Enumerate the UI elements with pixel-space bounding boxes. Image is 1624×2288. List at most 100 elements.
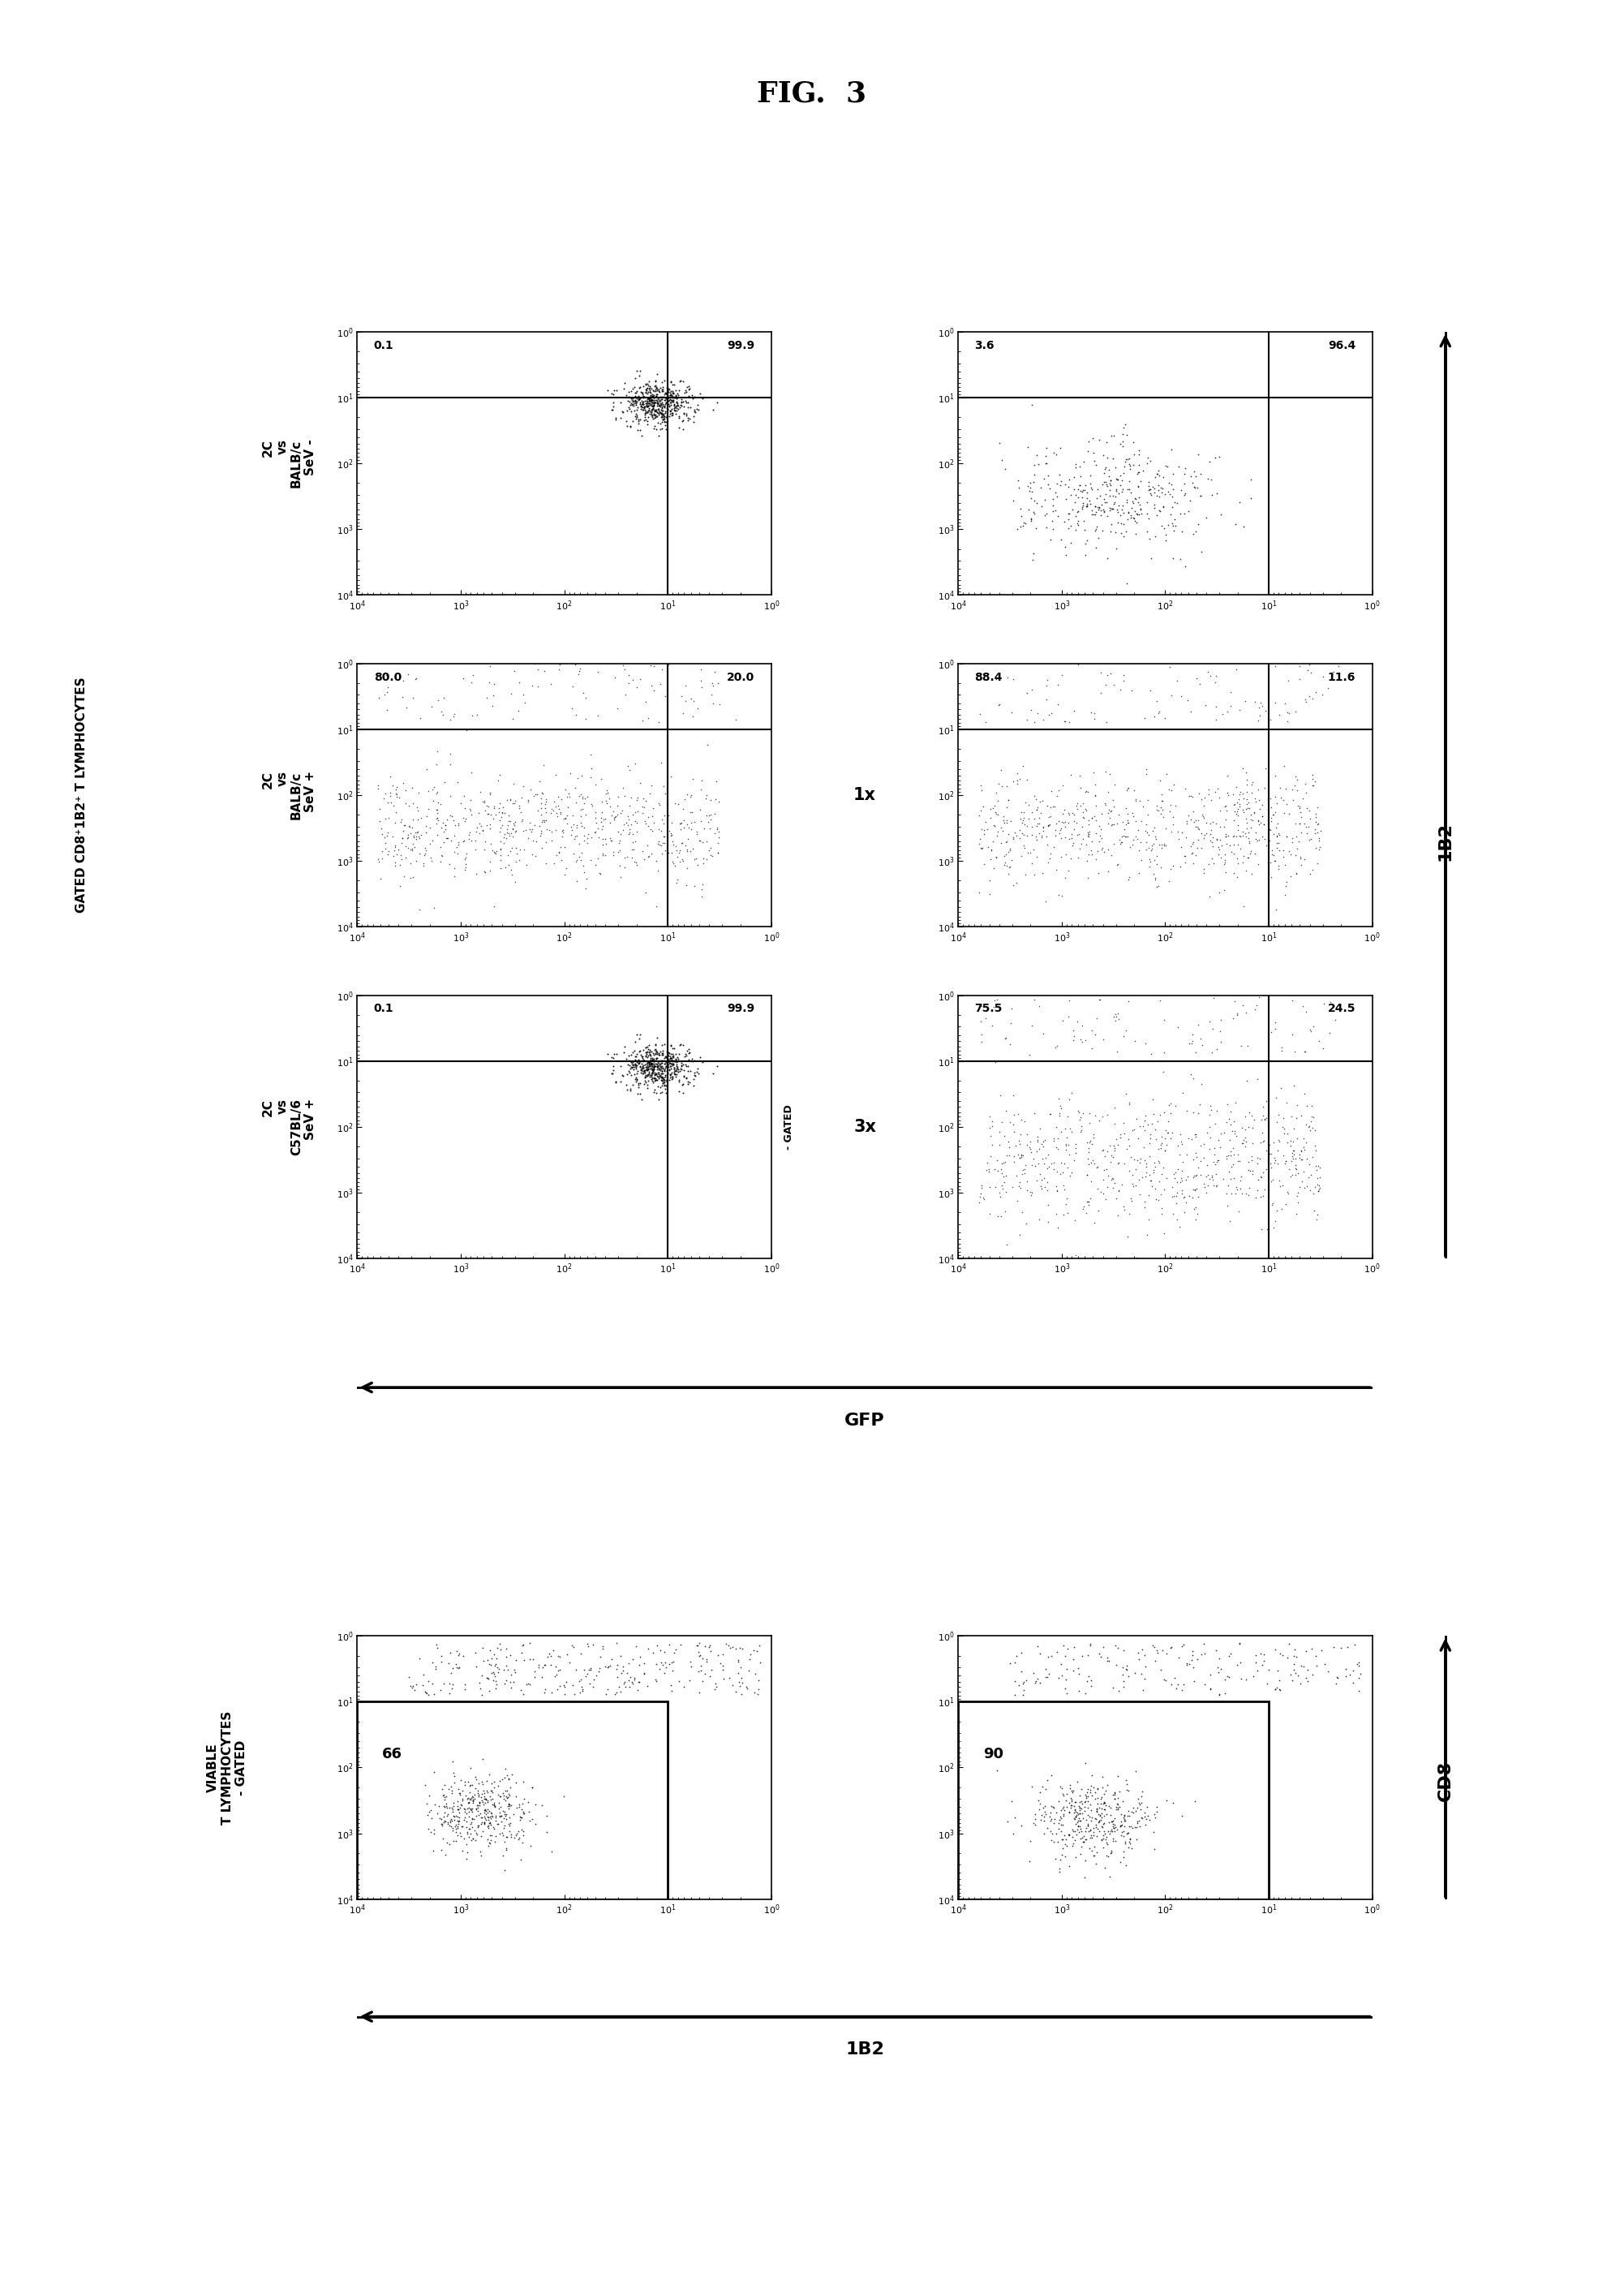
Point — [671, 1066, 697, 1103]
Point — [528, 785, 554, 821]
Point — [1004, 510, 1030, 547]
Point — [1028, 1796, 1054, 1833]
Point — [1130, 789, 1156, 826]
Point — [1168, 471, 1194, 508]
Point — [1062, 476, 1088, 513]
Point — [650, 396, 676, 432]
Point — [1119, 826, 1145, 863]
Point — [663, 1052, 689, 1089]
Point — [1249, 686, 1275, 723]
Point — [481, 677, 507, 714]
Point — [416, 1677, 442, 1714]
Point — [1226, 483, 1252, 519]
Point — [1223, 819, 1249, 856]
Point — [1034, 844, 1060, 881]
Point — [1280, 1123, 1306, 1160]
Point — [583, 794, 609, 831]
Point — [406, 819, 432, 856]
Point — [1064, 787, 1090, 824]
Point — [625, 1066, 651, 1103]
Point — [693, 1643, 719, 1679]
Point — [1212, 1114, 1237, 1151]
Point — [1252, 750, 1278, 787]
Point — [450, 824, 476, 860]
Point — [641, 407, 667, 444]
Point — [976, 1169, 1002, 1206]
Point — [1125, 812, 1151, 849]
Point — [627, 368, 653, 405]
Point — [643, 1062, 669, 1098]
Point — [612, 1668, 638, 1705]
Point — [416, 1794, 442, 1830]
Point — [382, 828, 408, 865]
Point — [632, 403, 658, 439]
Point — [521, 1787, 547, 1824]
Point — [512, 684, 538, 721]
Point — [1291, 1128, 1317, 1165]
Point — [1236, 1144, 1262, 1181]
Point — [564, 810, 590, 847]
Point — [1304, 789, 1330, 826]
Point — [1025, 1782, 1051, 1819]
Point — [1223, 796, 1249, 833]
Point — [1186, 810, 1212, 847]
Point — [1036, 805, 1062, 842]
Point — [659, 366, 685, 403]
Point — [1325, 1661, 1351, 1698]
Point — [1158, 1666, 1184, 1702]
Point — [1202, 1130, 1228, 1167]
Point — [1265, 1133, 1291, 1169]
Point — [422, 1647, 448, 1684]
Point — [1250, 1089, 1276, 1126]
Point — [1150, 508, 1176, 545]
Point — [1096, 464, 1122, 501]
Point — [651, 1048, 677, 1085]
Point — [1095, 1133, 1121, 1169]
Point — [976, 1151, 1002, 1187]
Point — [492, 1796, 518, 1833]
Point — [403, 821, 429, 858]
Point — [1304, 1647, 1330, 1684]
Point — [1190, 856, 1216, 892]
Point — [494, 1647, 520, 1684]
Point — [1137, 1162, 1163, 1199]
Point — [651, 1062, 677, 1098]
Point — [1072, 1789, 1098, 1826]
Point — [650, 396, 676, 432]
Point — [1119, 1112, 1145, 1149]
Point — [1207, 1128, 1233, 1165]
Point — [1239, 766, 1265, 803]
Point — [593, 837, 619, 874]
Point — [596, 1647, 622, 1684]
Point — [549, 819, 575, 856]
Point — [656, 1046, 682, 1082]
Point — [633, 389, 659, 426]
Point — [1025, 1121, 1051, 1158]
Point — [1075, 835, 1101, 872]
Point — [1125, 453, 1151, 490]
Point — [1166, 1638, 1192, 1675]
Point — [622, 382, 648, 419]
Point — [445, 1650, 471, 1686]
Point — [1090, 831, 1116, 867]
Point — [607, 1048, 633, 1085]
Point — [487, 1814, 513, 1851]
Point — [651, 819, 677, 856]
Point — [1010, 799, 1036, 835]
Point — [640, 410, 666, 446]
Point — [692, 1654, 718, 1691]
Point — [1278, 1144, 1304, 1181]
Point — [1224, 812, 1250, 849]
Point — [619, 384, 645, 421]
Point — [1203, 805, 1229, 842]
Point — [1272, 1146, 1298, 1183]
Point — [1034, 819, 1060, 856]
Point — [1259, 1135, 1285, 1171]
Point — [541, 844, 567, 881]
Point — [476, 1805, 502, 1842]
Point — [1153, 1126, 1179, 1162]
Point — [641, 648, 667, 684]
Point — [585, 698, 611, 734]
Point — [1226, 817, 1252, 853]
Point — [632, 384, 658, 421]
